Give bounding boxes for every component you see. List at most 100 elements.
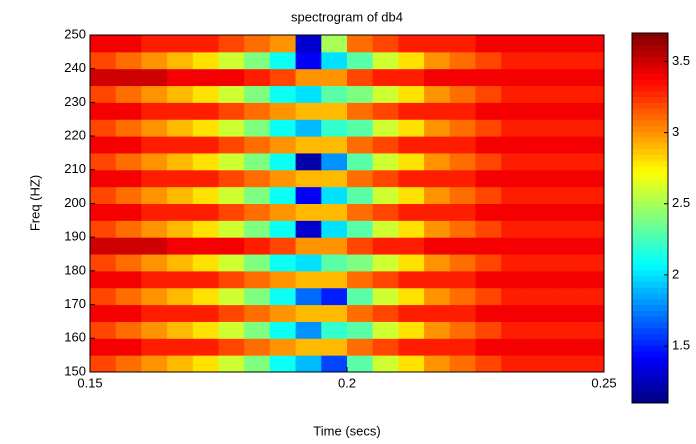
- heatmap-cell: [526, 102, 554, 120]
- heatmap-cell: [192, 287, 219, 306]
- colorbar-swatch: [632, 258, 668, 265]
- heatmap-cell: [475, 35, 502, 53]
- heatmap-cell: [218, 355, 245, 373]
- heatmap-cell: [218, 254, 245, 272]
- heatmap-cell: [372, 321, 399, 339]
- heatmap-cell: [501, 136, 528, 154]
- heatmap-cell: [115, 136, 142, 154]
- heatmap-cell: [115, 68, 142, 87]
- y-tick-label: 250: [64, 26, 86, 41]
- heatmap-cell: [424, 169, 451, 188]
- heatmap-cell: [424, 270, 451, 289]
- heatmap-cell: [167, 102, 194, 120]
- heatmap-cell: [475, 186, 502, 204]
- heatmap-cell: [141, 186, 168, 204]
- heatmap-cell: [372, 85, 399, 103]
- heatmap-cell: [192, 338, 219, 356]
- heatmap-cell: [398, 136, 425, 154]
- heatmap-cell: [449, 152, 476, 171]
- heatmap-cell: [321, 203, 348, 221]
- heatmap-cell: [501, 287, 528, 306]
- heatmap-cell: [141, 338, 168, 356]
- heatmap-cell: [141, 321, 168, 339]
- heatmap-cell: [449, 338, 476, 356]
- heatmap-cell: [321, 304, 348, 322]
- heatmap-cell: [115, 169, 142, 188]
- heatmap-cell: [372, 203, 399, 221]
- heatmap-cell: [398, 220, 425, 238]
- heatmap-cell: [372, 68, 399, 87]
- heatmap-cell: [578, 287, 605, 306]
- colorbar-swatch: [632, 200, 668, 207]
- colorbar-swatch: [632, 56, 668, 63]
- colorbar-tick-label: 2: [672, 266, 679, 281]
- heatmap-cell: [347, 152, 374, 171]
- heatmap-cell: [372, 304, 399, 322]
- colorbar-frame: [631, 32, 669, 404]
- heatmap-cell: [398, 35, 425, 53]
- y-tick-label: 220: [64, 128, 86, 143]
- heatmap-cell: [90, 220, 117, 238]
- heatmap-cell: [501, 355, 528, 373]
- heatmap-cell: [449, 237, 476, 255]
- heatmap-cell: [192, 119, 219, 137]
- heatmap-cell: [475, 270, 502, 289]
- heatmap-cell: [141, 51, 168, 70]
- heatmap-cell: [167, 203, 194, 221]
- heatmap-cell: [552, 68, 579, 87]
- heatmap-cell: [115, 203, 142, 221]
- heatmap-cell: [424, 355, 451, 373]
- heatmap-cell: [218, 203, 245, 221]
- heatmap-cell: [526, 220, 554, 238]
- heatmap-cell: [475, 102, 502, 120]
- heatmap-cell: [218, 51, 245, 70]
- heatmap-cell: [141, 203, 168, 221]
- heatmap-cell: [321, 35, 348, 53]
- heatmap-cell: [269, 321, 297, 339]
- heatmap-cell: [398, 254, 425, 272]
- heatmap-cell: [321, 270, 348, 289]
- heatmap-cell: [449, 102, 476, 120]
- heatmap-cell: [192, 85, 219, 103]
- heatmap-cell: [244, 270, 271, 289]
- heatmap-cell: [90, 270, 117, 289]
- heatmap-cell: [424, 287, 451, 306]
- heatmap-cell: [347, 287, 374, 306]
- colorbar-swatch: [632, 177, 668, 184]
- heatmap-cell: [578, 237, 605, 255]
- heatmap-cell: [552, 355, 579, 373]
- colorbar-swatch: [632, 183, 668, 190]
- heatmap-cell: [424, 338, 451, 356]
- colorbar-swatch: [632, 165, 668, 173]
- heatmap-cell: [526, 119, 554, 137]
- heatmap-cell: [269, 152, 297, 171]
- heatmap-cell: [552, 203, 579, 221]
- heatmap-cell: [372, 35, 399, 53]
- heatmap-cell: [90, 237, 117, 255]
- heatmap-cell: [141, 254, 168, 272]
- heatmap-cell: [449, 220, 476, 238]
- heatmap-cell: [552, 338, 579, 356]
- heatmap-cell: [372, 136, 399, 154]
- heatmap-cell: [424, 136, 451, 154]
- colorbar-swatch: [632, 154, 668, 161]
- heatmap-cell: [167, 237, 194, 255]
- colorbar-swatch: [632, 275, 668, 283]
- heatmap-cell: [269, 304, 297, 322]
- heatmap-cell: [475, 287, 502, 306]
- colorbar-swatch: [632, 108, 668, 115]
- heatmap-cell: [398, 287, 425, 306]
- colorbar-swatch: [632, 246, 668, 254]
- heatmap-cell: [347, 51, 374, 70]
- heatmap-cell: [192, 169, 219, 188]
- heatmap-cell: [578, 152, 605, 171]
- heatmap-cell: [218, 136, 245, 154]
- colorbar-swatch: [632, 252, 668, 259]
- heatmap-cell: [115, 85, 142, 103]
- heatmap-cell: [295, 51, 322, 70]
- heatmap-cell: [141, 237, 168, 255]
- heatmap-cell: [578, 355, 605, 373]
- heatmap-cell: [90, 304, 117, 322]
- heatmap-cell: [218, 321, 245, 339]
- heatmap-cell: [115, 152, 142, 171]
